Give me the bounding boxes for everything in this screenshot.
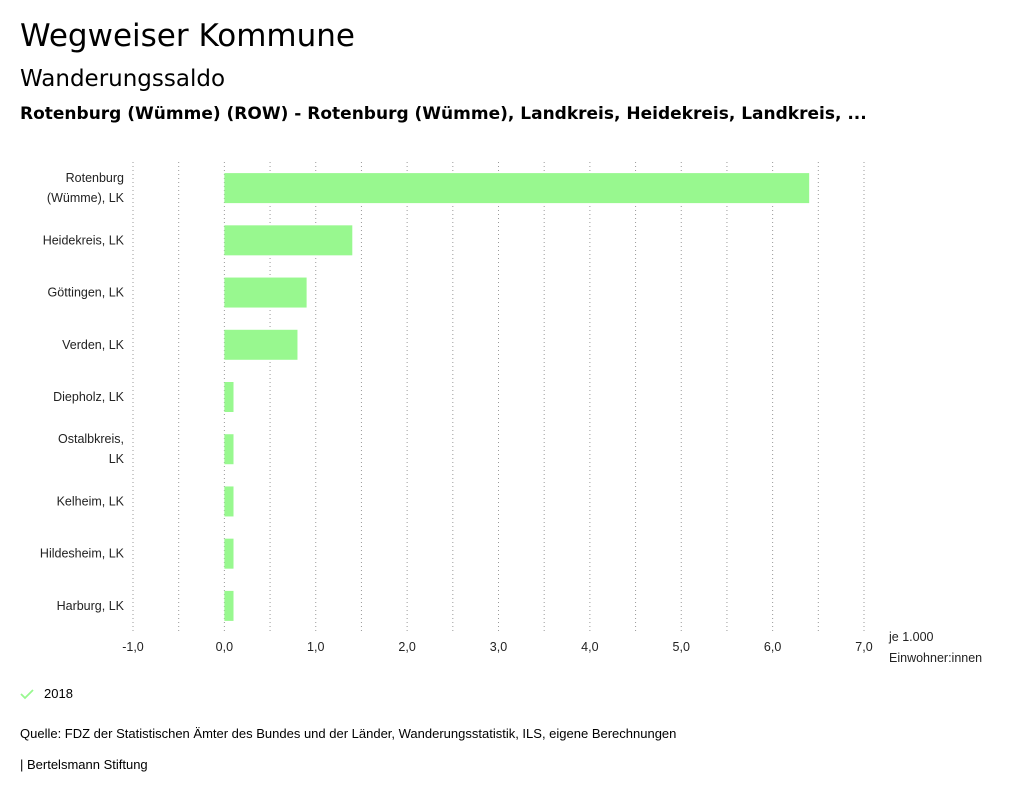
category-label: Harburg, LK (57, 599, 125, 613)
category-label-line: Rotenburg (66, 171, 124, 185)
bar (224, 173, 810, 204)
category-label-line: (Wümme), LK (47, 191, 125, 205)
bar (224, 538, 234, 569)
publisher-note: | Bertelsmann Stiftung (20, 757, 148, 772)
x-tick-label: 7,0 (855, 640, 872, 654)
x-tick-label: 3,0 (490, 640, 507, 654)
category-label-line: Harburg, LK (57, 599, 125, 613)
x-axis-unit-label: Einwohner:innen (889, 651, 982, 665)
x-tick-label: 0,0 (216, 640, 233, 654)
x-tick-label: 6,0 (764, 640, 781, 654)
category-label: Kelheim, LK (57, 494, 125, 508)
legend-label: 2018 (44, 686, 73, 701)
x-tick-label: 5,0 (673, 640, 690, 654)
category-label-line: Göttingen, LK (48, 286, 125, 300)
category-label: Rotenburg (Wümme), LK (47, 171, 125, 205)
bar (224, 329, 298, 360)
category-label: Verden, LK (62, 338, 125, 352)
legend[interactable]: 2018 (20, 686, 73, 701)
check-icon (20, 688, 34, 699)
category-label-line: Heidekreis, LK (43, 233, 125, 247)
category-label-line: LK (109, 452, 125, 466)
category-label: Diepholz, LK (53, 390, 125, 404)
x-axis-unit-label: je 1.000 (888, 630, 934, 644)
bar (224, 277, 307, 308)
category-label-line: Hildesheim, LK (40, 547, 125, 561)
bar (224, 486, 234, 517)
bar (224, 382, 234, 412)
source-note: Quelle: FDZ der Statistischen Ämter des … (20, 726, 677, 741)
category-label-line: Kelheim, LK (57, 494, 125, 508)
x-tick-label: 1,0 (307, 640, 324, 654)
page-title: Wegweiser Kommune (20, 18, 355, 54)
region-selection: Rotenburg (Wümme) (ROW) - Rotenburg (Wüm… (20, 104, 867, 124)
bar (224, 434, 234, 465)
category-label: Hildesheim, LK (40, 547, 125, 561)
category-label: Ostalbkreis, LK (58, 432, 125, 466)
chart-subtitle: Wanderungssaldo (20, 66, 226, 92)
x-tick-label: 4,0 (581, 640, 598, 654)
category-label-line: Diepholz, LK (53, 390, 125, 404)
x-tick-label: 2,0 (398, 640, 415, 654)
bar (224, 225, 353, 256)
category-label: Heidekreis, LK (43, 233, 125, 247)
category-label-line: Verden, LK (62, 338, 125, 352)
category-label-line: Ostalbkreis, (58, 432, 124, 446)
bar (224, 590, 234, 621)
x-tick-label: -1,0 (122, 640, 144, 654)
bar-chart: Rotenburg (Wümme), LK Heidekreis, LK Göttin… (40, 162, 982, 665)
category-label: Göttingen, LK (48, 286, 125, 300)
